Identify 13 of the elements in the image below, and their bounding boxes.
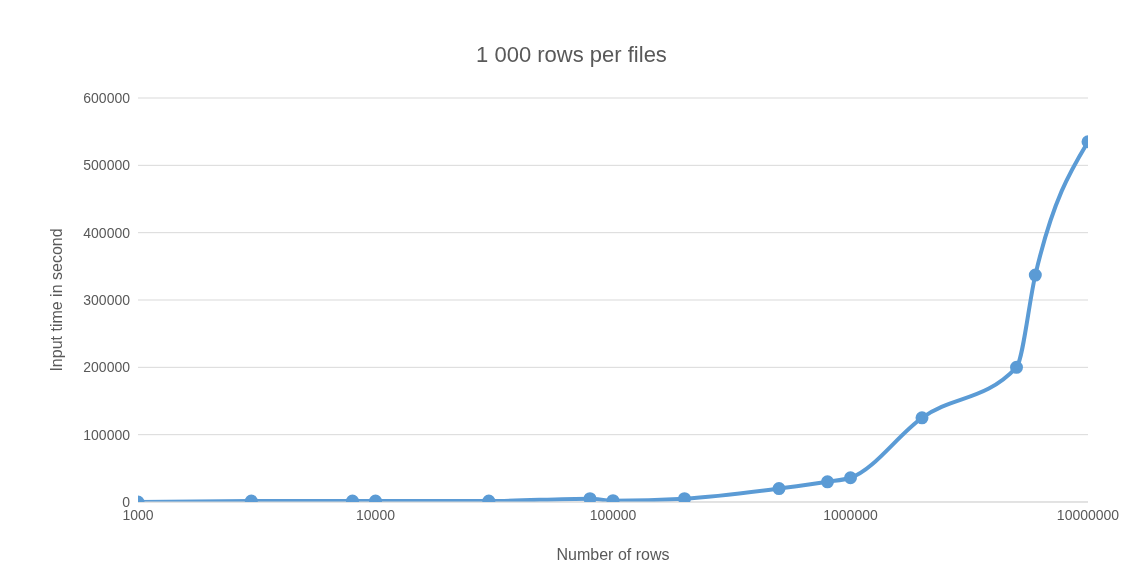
chart-title: 1 000 rows per files [475, 41, 668, 69]
x-axis-title: Number of rows [556, 546, 670, 563]
y-tick-label: 500000 [83, 157, 131, 174]
y-tick-label: 400000 [83, 224, 131, 241]
x-tick-label: 1000000 [823, 506, 878, 523]
y-tick-label: 200000 [83, 359, 131, 376]
y-tick-label: 600000 [83, 89, 131, 106]
y-tick-label: 300000 [83, 291, 131, 308]
x-tick-label: 100000 [589, 506, 637, 523]
x-tick-label: 10000000 [1056, 506, 1120, 523]
y-axis-title: Input time in second [47, 228, 65, 372]
y-tick-label: 100000 [83, 426, 131, 443]
x-tick-label: 10000 [356, 506, 396, 523]
